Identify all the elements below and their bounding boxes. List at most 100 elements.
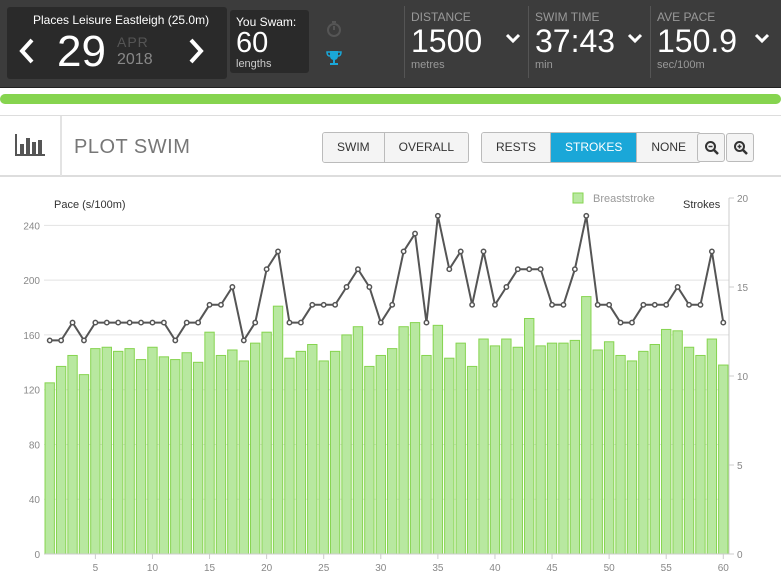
strokes-point[interactable] [389,301,396,308]
strokes-point[interactable] [492,301,498,308]
pace-bar[interactable] [261,331,272,555]
strokes-point[interactable] [183,319,190,326]
strokes-point[interactable] [240,337,247,344]
strokes-point[interactable] [674,284,681,290]
pace-bar[interactable] [661,328,672,555]
pace-bar[interactable] [409,322,421,555]
pace-bar[interactable] [67,354,78,555]
pace-bar[interactable] [272,305,284,555]
pace-bar[interactable] [672,330,683,555]
strokes-point[interactable] [480,248,487,255]
strokes-point[interactable] [629,319,635,326]
pace-bar[interactable] [352,326,364,555]
pace-bar[interactable] [158,356,170,555]
pace-bar[interactable] [341,334,352,555]
strokes-point[interactable] [58,337,65,344]
strokes-point[interactable] [686,301,692,308]
zoom-out-button[interactable] [697,133,725,162]
none-button[interactable]: NONE [637,133,701,162]
strokes-point[interactable] [537,266,544,273]
pace-bar[interactable] [649,344,660,555]
strokes-point[interactable] [651,301,658,308]
pace-bar[interactable] [135,359,147,555]
strokes-point[interactable] [160,319,167,326]
pace-bar[interactable] [284,357,295,555]
pace-bar[interactable] [398,326,409,555]
strokes-point[interactable] [286,319,293,326]
pace-bar[interactable] [421,354,432,555]
strokes-point[interactable] [720,319,727,326]
strokes-point[interactable] [46,337,53,344]
pace-bar[interactable] [55,365,67,555]
pace-bar[interactable] [615,354,626,555]
pace-bar[interactable] [227,349,238,555]
strokes-point[interactable] [412,230,418,237]
pace-bar[interactable] [683,346,695,555]
strokes-point[interactable] [583,212,590,219]
strokes-point[interactable] [138,319,144,326]
pace-bar[interactable] [718,364,729,555]
pace-bar[interactable] [706,338,718,555]
strokes-point[interactable] [103,319,110,326]
pace-bar[interactable] [524,317,535,555]
legend-label[interactable]: Breaststroke [593,193,655,205]
strokes-point[interactable] [514,266,521,273]
pace-bar[interactable] [204,331,215,555]
strokes-point[interactable] [92,319,99,326]
pace-bar[interactable] [512,346,523,555]
strokes-point[interactable] [560,301,567,308]
strokes-point[interactable] [708,248,715,255]
pace-bar[interactable] [387,348,398,555]
strokes-point[interactable] [571,266,578,273]
chevron-left-icon[interactable] [17,37,37,65]
pace-bar[interactable] [592,349,603,555]
strokes-point[interactable] [526,266,533,273]
pace-bar[interactable] [318,360,329,555]
strokes-point[interactable] [332,301,339,308]
pace-bar[interactable] [695,354,706,555]
pace-bar[interactable] [364,365,375,555]
pace-bar[interactable] [546,342,558,555]
pace-bar[interactable] [603,341,615,555]
strokes-point[interactable] [320,301,327,308]
strokes-point[interactable] [252,319,259,326]
overall-button[interactable]: OVERALL [384,133,469,162]
strokes-point[interactable] [606,301,613,308]
strokes-point[interactable] [366,284,373,290]
chevron-down-icon[interactable] [505,31,521,44]
strokes-point[interactable] [503,284,510,290]
strokes-point[interactable] [297,319,304,326]
pace-bar[interactable] [250,342,261,555]
pace-bar[interactable] [478,338,489,555]
pace-bar[interactable] [455,342,466,555]
strokes-point[interactable] [663,301,670,308]
strokes-button[interactable]: STROKES [551,133,638,162]
strokes-point[interactable] [434,212,441,219]
strokes-point[interactable] [457,248,464,255]
strokes-point[interactable] [206,301,213,308]
chevron-right-icon[interactable] [186,37,206,65]
pace-bar[interactable] [44,382,55,555]
pace-bar[interactable] [489,345,501,555]
chevron-down-icon[interactable] [627,31,643,44]
pace-bar[interactable] [101,346,112,555]
rests-button[interactable]: RESTS [482,133,552,162]
pace-bar[interactable] [626,360,638,555]
strokes-point[interactable] [172,337,179,344]
pace-bar[interactable] [466,365,478,555]
pace-bar[interactable] [558,342,569,555]
pace-bar[interactable] [181,352,192,555]
pace-bar[interactable] [569,339,581,555]
strokes-point[interactable] [69,319,76,326]
strokes-point[interactable] [377,319,384,326]
strokes-point[interactable] [549,301,555,308]
pace-bar[interactable] [78,374,90,555]
strokes-point[interactable] [343,284,350,290]
swim-button[interactable]: SWIM [323,133,385,162]
pace-bar[interactable] [90,348,101,555]
trophy-icon[interactable] [326,50,342,66]
pace-bar[interactable] [638,350,649,555]
zoom-in-button[interactable] [726,133,754,162]
pace-bar[interactable] [432,324,444,555]
pace-bar[interactable] [375,354,386,555]
